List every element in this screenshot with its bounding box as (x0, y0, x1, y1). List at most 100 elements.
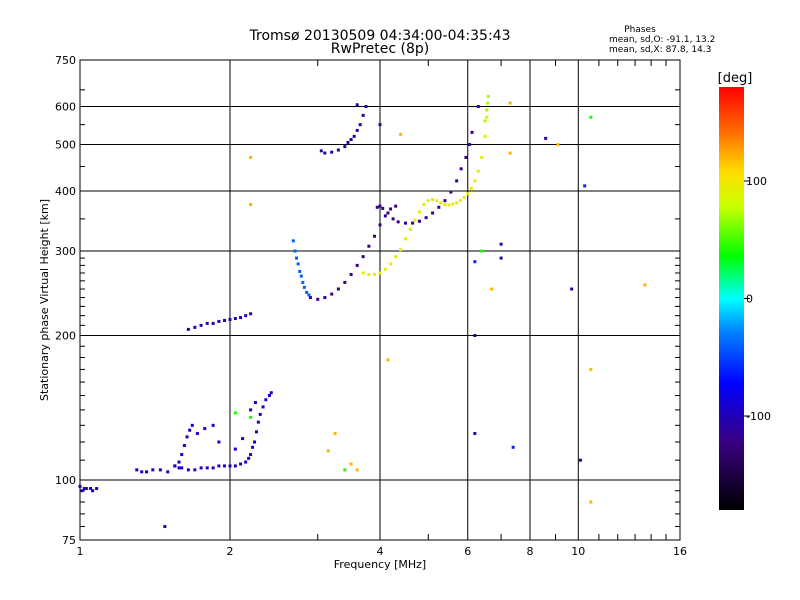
data-point (511, 445, 515, 449)
data-point (389, 262, 393, 266)
data-point (135, 468, 139, 472)
data-point (396, 220, 400, 224)
y-tick-label: 600 (55, 101, 76, 114)
data-point (583, 184, 587, 188)
y-tick-label: 200 (55, 330, 76, 343)
data-point (361, 271, 365, 275)
x-tick-label: 1 (77, 545, 84, 558)
data-point (336, 148, 340, 152)
data-point (239, 316, 243, 320)
data-point (355, 103, 359, 107)
data-point (378, 123, 382, 127)
data-point (217, 440, 221, 444)
data-point (469, 186, 473, 190)
data-point (431, 211, 435, 215)
data-point (264, 398, 268, 402)
data-point (352, 134, 356, 138)
data-point (217, 464, 221, 468)
data-point (355, 263, 359, 267)
data-point (417, 219, 421, 223)
data-point (89, 487, 93, 491)
data-point (431, 198, 435, 202)
data-point (78, 484, 82, 488)
data-point (211, 423, 215, 427)
data-point (233, 317, 237, 321)
data-point (173, 464, 177, 468)
data-point (249, 155, 253, 159)
data-point (188, 428, 192, 432)
data-point (323, 151, 327, 155)
data-point (199, 466, 203, 470)
data-point (249, 408, 253, 412)
data-point (249, 202, 253, 206)
data-point (355, 128, 359, 132)
data-point (486, 101, 490, 105)
data-point (299, 274, 303, 278)
data-point (473, 179, 477, 183)
data-point (424, 216, 428, 220)
data-point (177, 460, 181, 464)
x-tick-label: 2 (227, 545, 234, 558)
data-point (193, 325, 197, 329)
data-point (251, 445, 255, 449)
data-point (386, 358, 390, 362)
data-point (394, 204, 398, 208)
chart-subtitle: RwPretec (8p) (331, 41, 429, 57)
data-point (256, 420, 260, 424)
data-point (449, 190, 453, 194)
data-point (307, 293, 311, 297)
data-point (426, 199, 430, 203)
data-point (258, 412, 262, 416)
data-point (544, 136, 548, 140)
data-point (473, 432, 477, 436)
colorbar (719, 87, 744, 510)
colorbar-ticks: 100 0 -100 (744, 175, 771, 423)
data-point (195, 432, 199, 436)
data-point (145, 470, 149, 474)
plot-frame (79, 59, 681, 541)
data-point (91, 489, 95, 493)
data-point (295, 256, 299, 260)
data-point (233, 411, 237, 415)
data-point (439, 201, 443, 205)
data-point (458, 199, 462, 203)
data-point (291, 239, 295, 243)
data-point (205, 466, 209, 470)
data-point (349, 138, 353, 142)
data-point (447, 203, 451, 207)
data-point (296, 262, 300, 266)
x-axis-label: Frequency [MHz] (334, 558, 426, 571)
data-point (411, 221, 415, 225)
data-point (455, 179, 459, 183)
data-point (455, 201, 459, 205)
data-point (464, 155, 468, 159)
data-point (570, 287, 574, 291)
phases-title: Phases (624, 25, 656, 35)
data-point (223, 318, 227, 322)
data-point (336, 287, 340, 291)
data-point (422, 202, 426, 206)
x-tick-label: 10 (571, 545, 585, 558)
data-point (473, 260, 477, 264)
data-point (499, 242, 503, 246)
data-point (378, 204, 382, 208)
data-point (186, 327, 190, 331)
data-point (373, 273, 377, 277)
data-point (185, 435, 189, 439)
data-point (389, 207, 393, 211)
data-point (239, 462, 243, 466)
phases-o-stats: mean, sd,O: -91.1, 13.2 (609, 35, 715, 45)
data-point (228, 464, 232, 468)
y-tick-label: 75 (62, 534, 76, 547)
data-point (182, 444, 186, 448)
data-point (205, 321, 209, 325)
data-point (177, 466, 181, 470)
data-point (468, 143, 472, 147)
data-point (381, 206, 385, 210)
data-point (217, 319, 221, 323)
data-point (166, 470, 170, 474)
data-point (247, 456, 251, 460)
data-point (241, 437, 245, 441)
grid-lines (80, 60, 680, 540)
